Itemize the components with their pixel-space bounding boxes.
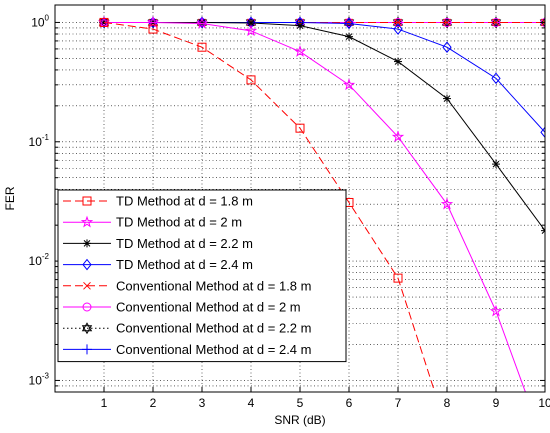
legend-box: [57, 189, 347, 363]
series-marker: [490, 16, 502, 29]
series-marker: [244, 24, 258, 37]
series-marker: [82, 344, 92, 355]
series-marker: [489, 304, 503, 317]
series-marker: [342, 78, 356, 91]
series-marker: [246, 75, 256, 85]
legend-entry: Conventional Method at d = 2.4 m: [63, 342, 311, 357]
series-marker: [492, 18, 500, 27]
series-marker: [344, 17, 354, 30]
legend-entry: Conventional Method at d = 1.8 m: [63, 278, 311, 293]
series-marker: [394, 57, 402, 66]
legend-label: Conventional Method at d = 2.4 m: [116, 342, 311, 357]
legend: TD Method at d = 1.8 m TD Method at d = 2…: [57, 189, 347, 363]
series-marker: [491, 72, 501, 85]
legend-label: Conventional Method at d = 2 m: [116, 300, 301, 315]
series-marker: [440, 197, 454, 210]
series-marker: [442, 41, 452, 54]
series-marker: [393, 23, 403, 35]
legend-entry: TD Method at d = 1.8 m: [63, 194, 253, 209]
legend-entry: TD Method at d = 2.4 m: [63, 257, 253, 272]
series-marker: [443, 18, 451, 27]
x-tick-label: 4: [248, 396, 255, 410]
legend-label: Conventional Method at d = 2.2 m: [116, 321, 311, 336]
series-marker: [83, 239, 91, 248]
legend-entry: Conventional Method at d = 2 m: [63, 300, 301, 315]
x-tick-label: 2: [150, 396, 157, 410]
series-marker: [391, 130, 405, 143]
x-tick-label: 1: [101, 396, 108, 410]
series-marker: [99, 17, 109, 27]
series-marker: [82, 302, 92, 312]
series-marker: [296, 21, 304, 30]
legend-label: TD Method at d = 1.8 m: [116, 194, 253, 209]
series-line: [104, 21, 545, 231]
series-marker: [197, 42, 207, 52]
series-marker: [247, 18, 255, 27]
legend-label: Conventional Method at d = 1.8 m: [116, 278, 311, 293]
legend-label: TD Method at d = 2.2 m: [116, 236, 253, 251]
legend-label: TD Method at d = 2.4 m: [116, 257, 253, 272]
series-marker: [392, 16, 404, 29]
series-marker: [540, 126, 545, 139]
series-square: [99, 17, 436, 392]
y-tick-label: 100: [31, 13, 49, 29]
series-star: [97, 15, 526, 392]
series-marker: [441, 16, 453, 29]
legend-entry: TD Method at d = 2.2 m: [63, 236, 253, 251]
x-tick-label: 7: [395, 396, 402, 410]
legend-entry: Conventional Method at d = 2.2 m: [63, 321, 311, 336]
series-marker: [541, 18, 545, 27]
x-tick-label: 9: [493, 396, 500, 410]
series-marker: [492, 160, 500, 169]
series-marker: [293, 45, 307, 57]
legend-label: TD Method at d = 2 m: [116, 215, 242, 230]
series-marker: [443, 94, 451, 103]
x-tick-label: 5: [297, 396, 304, 410]
x-tick-label: 10: [538, 396, 550, 410]
x-tick-label: 3: [199, 396, 206, 410]
series-marker: [345, 32, 353, 41]
series-layer: [97, 15, 545, 392]
series-marker: [146, 15, 160, 28]
y-tick-label: 10-1: [29, 133, 50, 149]
series-marker: [83, 281, 91, 290]
y-tick-label: 10-2: [29, 252, 50, 268]
series-marker: [82, 196, 92, 206]
series-marker: [81, 322, 93, 335]
y-axis-label: FER: [3, 186, 17, 210]
series-marker: [393, 273, 403, 283]
axis-ticks: 1 2 3 4 5 6 7 8 9 10 100 10-1 10-2 10-3: [29, 5, 550, 410]
legend-entry: TD Method at d = 2 m: [63, 215, 242, 230]
x-axis-label: SNR (dB): [274, 413, 325, 427]
series-marker: [82, 258, 92, 271]
series-marker: [195, 16, 209, 29]
series-marker: [394, 18, 402, 27]
series-marker: [80, 215, 94, 228]
series-marker: [148, 24, 158, 34]
series-line: [103, 21, 436, 392]
series-marker: [295, 123, 305, 133]
y-tick-label: 10-3: [29, 371, 50, 387]
series-marker: [539, 16, 545, 29]
series-line: [104, 21, 526, 392]
x-tick-label: 6: [346, 396, 353, 410]
x-tick-label: 8: [444, 396, 451, 410]
series-marker: [197, 16, 207, 29]
series-marker: [541, 226, 545, 235]
